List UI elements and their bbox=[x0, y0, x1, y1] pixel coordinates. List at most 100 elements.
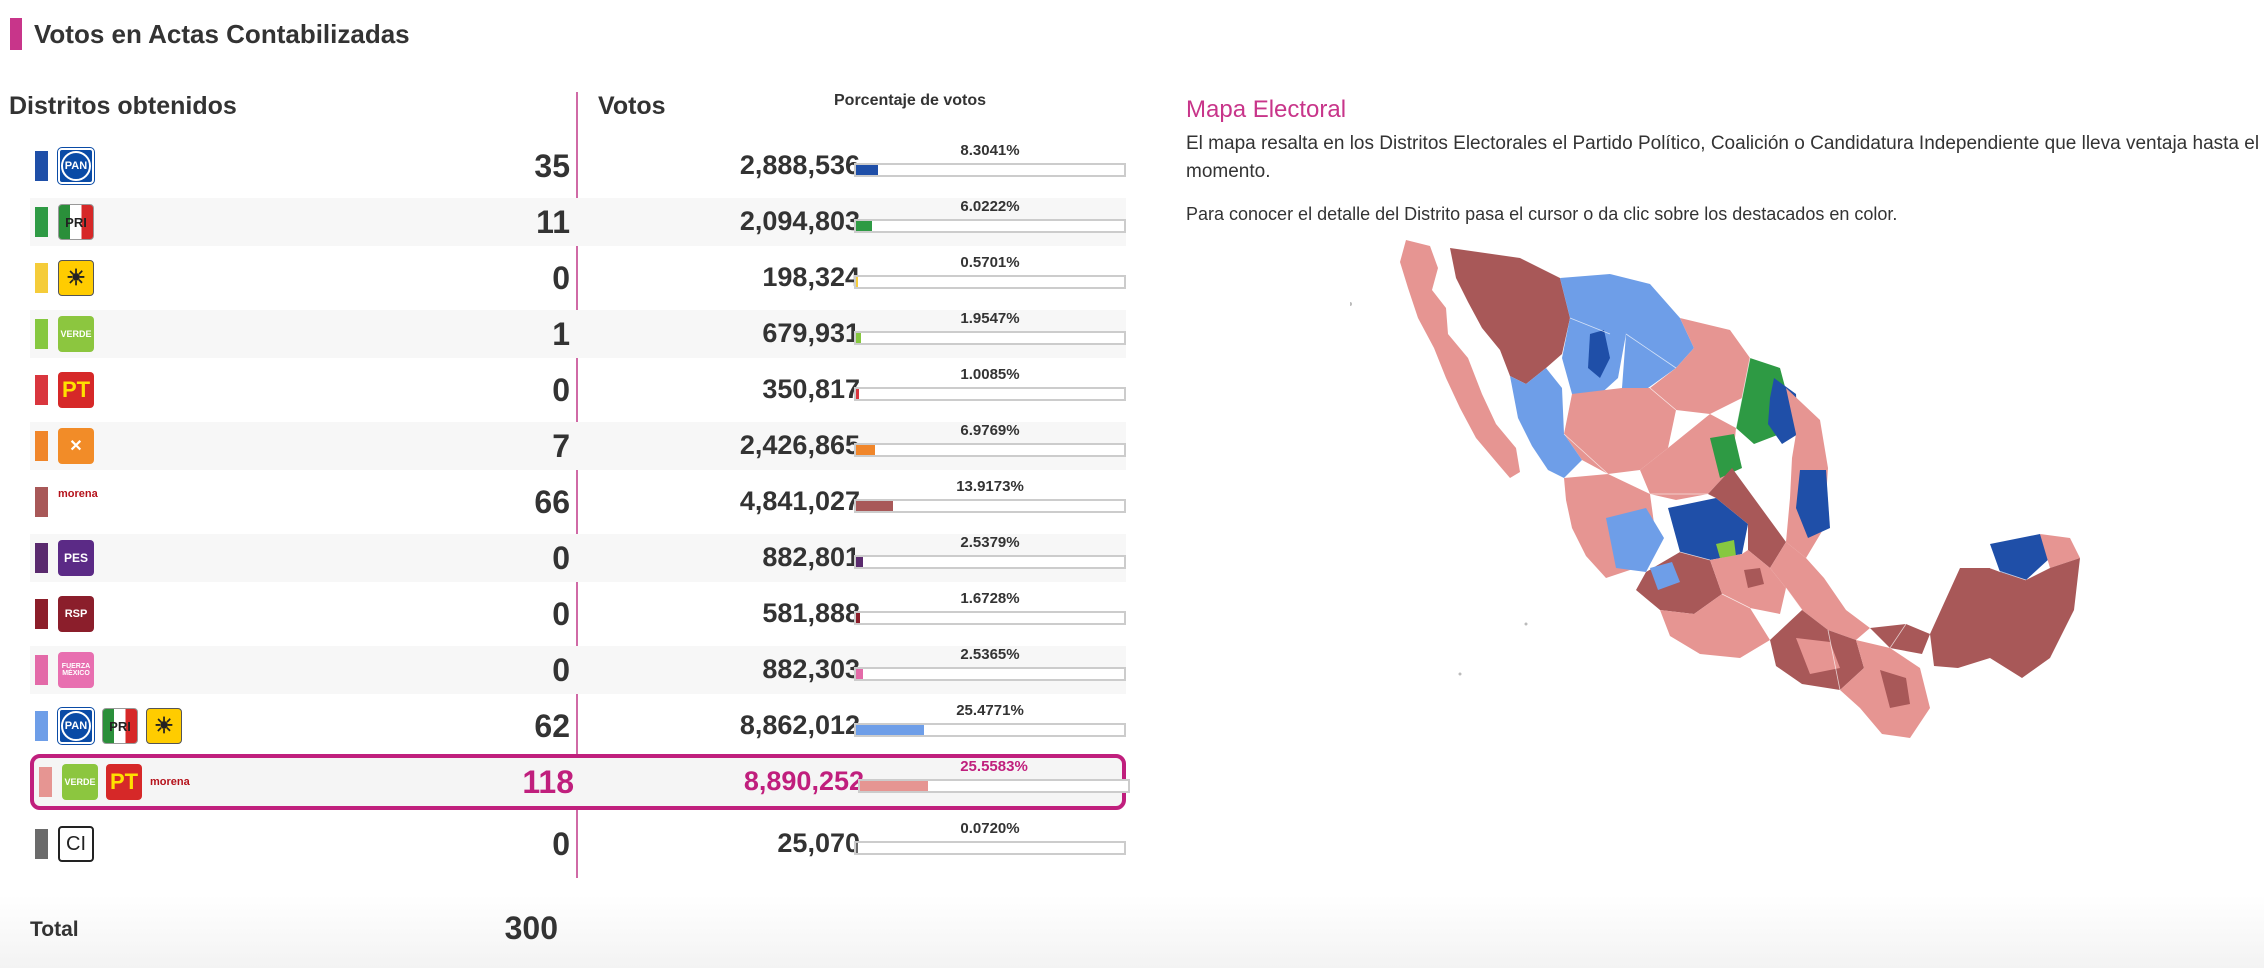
vote-percent: 1.9547% bbox=[960, 310, 1020, 327]
vote-percent: 2.5379% bbox=[960, 534, 1020, 551]
quintana-roo[interactable] bbox=[1990, 558, 2080, 678]
table-row[interactable]: morena 66 4,841,027 13.9173% bbox=[30, 478, 1126, 526]
table-row[interactable]: VERDE 1 679,931 1.9547% bbox=[30, 310, 1126, 358]
vote-percent-bar-fill bbox=[856, 277, 859, 287]
durango[interactable] bbox=[1564, 388, 1676, 474]
votes-column-title: Votos bbox=[598, 92, 666, 120]
prd-logo-icon: ☀ bbox=[146, 708, 182, 744]
slp-green[interactable] bbox=[1716, 540, 1736, 558]
sinaloa[interactable] bbox=[1510, 368, 1582, 478]
jalisco-blue[interactable] bbox=[1606, 508, 1664, 572]
vote-count: 25,070 bbox=[777, 828, 860, 858]
vote-percent-bar-fill bbox=[860, 781, 929, 791]
zacatecas[interactable] bbox=[1640, 414, 1736, 500]
table-row[interactable]: ☀ 0 198,324 0.5701% bbox=[30, 254, 1126, 302]
vote-percent: 8.3041% bbox=[960, 142, 1020, 159]
island-dot-2 bbox=[1524, 622, 1528, 626]
san-luis-potosi[interactable] bbox=[1708, 468, 1786, 568]
vote-percent-bar-fill bbox=[856, 843, 859, 853]
party-color-swatch bbox=[35, 543, 48, 573]
party-logos: PT bbox=[58, 372, 94, 408]
table-row[interactable]: PT 0 350,817 1.0085% bbox=[30, 366, 1126, 414]
guerrero[interactable] bbox=[1660, 594, 1770, 658]
vote-count: 198,324 bbox=[762, 262, 860, 292]
party-color-swatch bbox=[35, 263, 48, 293]
michoacan-blue[interactable] bbox=[1650, 562, 1680, 590]
verde-logo-icon: VERDE bbox=[62, 764, 98, 800]
prd-logo-icon: ☀ bbox=[58, 260, 94, 296]
table-row[interactable]: PAN PRI ☀ 62 8,862,012 25.4771% bbox=[30, 702, 1126, 750]
vote-count: 2,426,865 bbox=[739, 430, 860, 460]
vote-percent-bar bbox=[854, 331, 1126, 345]
electoral-map[interactable] bbox=[1350, 238, 2150, 748]
pt-logo-icon: PT bbox=[58, 372, 94, 408]
percent-column-title: Porcentaje de votos bbox=[834, 92, 987, 109]
zacatecas-green[interactable] bbox=[1710, 434, 1742, 478]
vote-percent: 2.5365% bbox=[960, 646, 1020, 663]
party-color-swatch bbox=[39, 767, 52, 797]
oaxaca-pink[interactable] bbox=[1796, 638, 1840, 674]
vote-percent-bar-fill bbox=[856, 501, 894, 511]
campeche[interactable] bbox=[1930, 568, 1990, 668]
party-color-swatch bbox=[35, 655, 48, 685]
table-row[interactable]: VERDE PT morena 118 8,890,252 25.5583% bbox=[30, 754, 1130, 810]
rsp-logo-icon: RSP bbox=[58, 596, 94, 632]
cdmx[interactable] bbox=[1744, 568, 1764, 588]
vote-count: 4,841,027 bbox=[739, 486, 860, 516]
pri-logo-icon: PRI bbox=[102, 708, 138, 744]
district-count: 35 bbox=[534, 148, 570, 184]
vote-percent-bar-fill bbox=[856, 445, 875, 455]
sonora[interactable] bbox=[1450, 248, 1570, 384]
table-row[interactable]: PAN 35 2,888,536 8.3041% bbox=[30, 142, 1126, 190]
table-row[interactable]: FUERZA MÉXICO 0 882,303 2.5365% bbox=[30, 646, 1126, 694]
section-header: Votos en Actas Contabilizadas bbox=[10, 18, 410, 50]
vote-count: 2,888,536 bbox=[739, 150, 860, 180]
vote-percent: 6.0222% bbox=[960, 198, 1020, 215]
baja-california[interactable] bbox=[1400, 240, 1520, 478]
yucatan-east[interactable] bbox=[2040, 534, 2080, 568]
party-logos: PAN bbox=[58, 148, 94, 184]
party-color-swatch bbox=[35, 375, 48, 405]
district-borders bbox=[1563, 317, 2027, 691]
total-label: Total bbox=[30, 918, 79, 941]
vote-count: 679,931 bbox=[762, 318, 860, 348]
table-row[interactable]: CI 0 25,070 0.0720% bbox=[30, 820, 1126, 868]
vote-percent-bar bbox=[858, 779, 1130, 793]
party-logos: PRI bbox=[58, 204, 94, 240]
island-dot bbox=[1350, 302, 1352, 306]
veracruz[interactable] bbox=[1770, 542, 1870, 640]
party-color-swatch bbox=[35, 487, 48, 517]
table-row[interactable]: PES 0 882,801 2.5379% bbox=[30, 534, 1126, 582]
tabasco[interactable] bbox=[1870, 624, 1930, 654]
chiapas-maroon[interactable] bbox=[1880, 670, 1910, 708]
party-color-swatch bbox=[35, 431, 48, 461]
mexico-map-regions[interactable] bbox=[1400, 240, 2080, 738]
table-row[interactable]: ✕ 7 2,426,865 6.9769% bbox=[30, 422, 1126, 470]
column-divider bbox=[576, 92, 578, 878]
vote-percent-bar bbox=[854, 443, 1126, 457]
table-row[interactable]: PRI 11 2,094,803 6.0222% bbox=[30, 198, 1126, 246]
districts-column-title: Distritos obtenidos bbox=[9, 92, 237, 120]
vote-percent-bar-fill bbox=[856, 165, 879, 175]
district-count: 0 bbox=[552, 540, 570, 576]
vote-count: 350,817 bbox=[762, 374, 860, 404]
vote-percent: 0.0720% bbox=[960, 820, 1020, 837]
vote-percent-bar-fill bbox=[856, 333, 862, 343]
yucatan[interactable] bbox=[1990, 534, 2050, 580]
tamaulipas-blue[interactable] bbox=[1796, 470, 1830, 538]
vote-percent: 25.4771% bbox=[956, 702, 1024, 719]
party-logos: PAN PRI ☀ bbox=[58, 708, 182, 744]
vote-percent: 1.0085% bbox=[960, 366, 1020, 383]
section-title: Votos en Actas Contabilizadas bbox=[34, 18, 410, 49]
district-count: 1 bbox=[552, 316, 570, 352]
party-color-swatch bbox=[35, 599, 48, 629]
vote-count: 882,801 bbox=[762, 542, 860, 572]
map-title: Mapa Electoral bbox=[1186, 96, 1347, 123]
morena-logo-icon: morena bbox=[150, 776, 190, 788]
coahuila[interactable] bbox=[1650, 318, 1750, 414]
table-row[interactable]: RSP 0 581,888 1.6728% bbox=[30, 590, 1126, 638]
chihuahua-east[interactable] bbox=[1610, 274, 1694, 388]
district-count: 0 bbox=[552, 372, 570, 408]
chihuahua-blue[interactable] bbox=[1588, 330, 1610, 378]
pan-logo-icon: PAN bbox=[58, 708, 94, 744]
